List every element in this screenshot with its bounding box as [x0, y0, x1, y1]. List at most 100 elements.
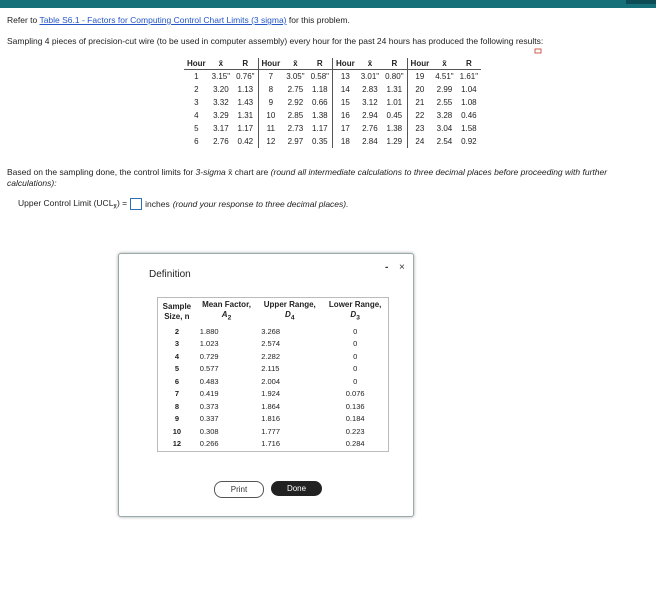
- cell: 0.373: [199, 401, 219, 411]
- cell: 1.880: [199, 326, 219, 336]
- close-button[interactable]: ×: [399, 262, 405, 273]
- text: for this problem.: [286, 15, 350, 25]
- dialog-title: Definition: [149, 269, 191, 280]
- column-header: R: [307, 58, 334, 70]
- cell: 3.17: [213, 124, 229, 133]
- cell: 0.577: [199, 364, 219, 374]
- cell: 3.05": [286, 72, 305, 81]
- cell: 1.38: [382, 122, 408, 135]
- factor-row: 8 0.373 1.864 0.136: [158, 401, 389, 414]
- definition-dialog: Definition - × Sample Size, n Mean Factor,…: [118, 253, 414, 517]
- cell: 1.17: [233, 122, 259, 135]
- cell: 1.816: [261, 414, 281, 424]
- top-bar: [0, 0, 656, 8]
- cell: 10: [266, 111, 276, 120]
- cell: 23: [415, 124, 425, 133]
- cell: 2.004: [261, 376, 281, 386]
- column-header: R: [456, 58, 482, 70]
- cell: 2.54: [436, 137, 453, 146]
- text: Upper Control Limit (UCL: [18, 198, 114, 208]
- text: D3: [324, 310, 386, 324]
- done-button[interactable]: Done: [271, 481, 322, 496]
- cell: 0.266: [199, 439, 219, 449]
- instruction: Based on the sampling done, the control …: [7, 167, 647, 189]
- cell: 11: [266, 124, 275, 133]
- cell: 0: [353, 351, 358, 361]
- data-row: 2 3.20 1.13 8 2.75 1.18 14 2.83 1.31 20 2.99 1.04: [184, 83, 481, 96]
- column-header: R: [233, 58, 259, 70]
- cell: 10: [172, 426, 182, 436]
- cell: 0.35: [307, 135, 334, 148]
- problem: Sampling 4 pieces of precision-cut wire …: [7, 36, 544, 46]
- cell: 2.574: [261, 339, 281, 349]
- text: Refer to: [7, 15, 40, 25]
- cell: 1.31: [382, 83, 408, 96]
- cell: 5: [174, 364, 179, 374]
- cell: 7: [174, 389, 179, 399]
- cell: 1.17: [307, 122, 334, 135]
- factor-row: 7 0.419 1.924 0.076: [158, 388, 389, 401]
- factor-row: 6 0.483 2.004 0: [158, 376, 389, 389]
- cell: 0.308: [199, 426, 219, 436]
- cell: 24: [415, 137, 425, 146]
- icon[interactable]: [534, 48, 542, 55]
- cell: 17: [340, 124, 350, 133]
- cell: 3.04: [436, 124, 453, 133]
- text: Sample: [162, 301, 192, 311]
- column-header: Sample Size, n: [158, 298, 196, 326]
- cell: 1.777: [261, 426, 281, 436]
- answer-input[interactable]: [130, 198, 143, 211]
- cell: 0: [353, 364, 358, 374]
- cell: 2.73: [287, 124, 304, 133]
- cell: 3.15": [211, 72, 231, 81]
- cell: 1.38: [307, 109, 334, 122]
- cell: 2.92: [287, 98, 304, 107]
- cell: 0.92: [461, 137, 477, 146]
- column-header: R: [382, 58, 408, 70]
- cell: 0.076: [345, 389, 365, 399]
- cell: 2.94: [362, 111, 378, 120]
- cell: 2.85: [287, 111, 304, 120]
- cell: 0.42: [233, 135, 259, 148]
- cell: 0.184: [345, 414, 365, 424]
- text: (round your response to three decimal pl…: [172, 199, 349, 210]
- text: x̄: [113, 202, 117, 211]
- table-link[interactable]: Table S6.1 - Factors for Computing Contr…: [39, 15, 287, 25]
- cell: 4: [174, 351, 179, 361]
- text: D: [285, 310, 291, 319]
- print-button[interactable]: Print: [214, 481, 264, 498]
- cell: 1.01: [382, 96, 408, 109]
- cell: 2.83: [362, 85, 378, 94]
- header-row: Hour x̄ R Hour x̄ R Hour x̄ R Hour x̄ R: [184, 58, 482, 70]
- text: A: [221, 310, 228, 319]
- cell: 2: [174, 326, 179, 336]
- text: 3: [356, 314, 360, 322]
- column-header: Hour: [332, 58, 358, 70]
- cell: 14: [340, 85, 350, 94]
- cell: 1.31: [233, 109, 259, 122]
- column-header: x̄: [283, 58, 308, 70]
- cell: 20: [415, 85, 425, 94]
- header-row: Sample Size, n Mean Factor, A2 Upper Range, D…: [158, 298, 389, 326]
- cell: 2.99: [436, 85, 453, 94]
- cell: 1.864: [261, 401, 281, 411]
- factor-row: 4 0.729 2.282 0: [158, 351, 389, 364]
- cell: 1.43: [233, 96, 259, 109]
- cell: 0: [353, 326, 358, 336]
- cell: 0.80": [382, 69, 408, 83]
- top-button[interactable]: [626, 0, 656, 4]
- factor-row: 5 0.577 2.115 0: [158, 363, 389, 376]
- cell: 6: [194, 137, 199, 146]
- cell: 9: [174, 414, 179, 424]
- factor-row: 10 0.308 1.777 0.223: [158, 426, 389, 439]
- text: Size, n: [164, 311, 190, 321]
- cell: 1.924: [261, 389, 281, 399]
- column-header: Lower Range, D3: [322, 298, 388, 326]
- cell: 0: [353, 339, 358, 349]
- column-header: Hour: [258, 58, 284, 70]
- minimize-button[interactable]: -: [385, 262, 389, 273]
- factor-row: 9 0.337 1.816 0.184: [158, 413, 389, 426]
- cell: 8: [268, 85, 274, 94]
- text: D: [350, 310, 357, 319]
- factor-row: 2 1.880 3.268 0: [158, 326, 389, 339]
